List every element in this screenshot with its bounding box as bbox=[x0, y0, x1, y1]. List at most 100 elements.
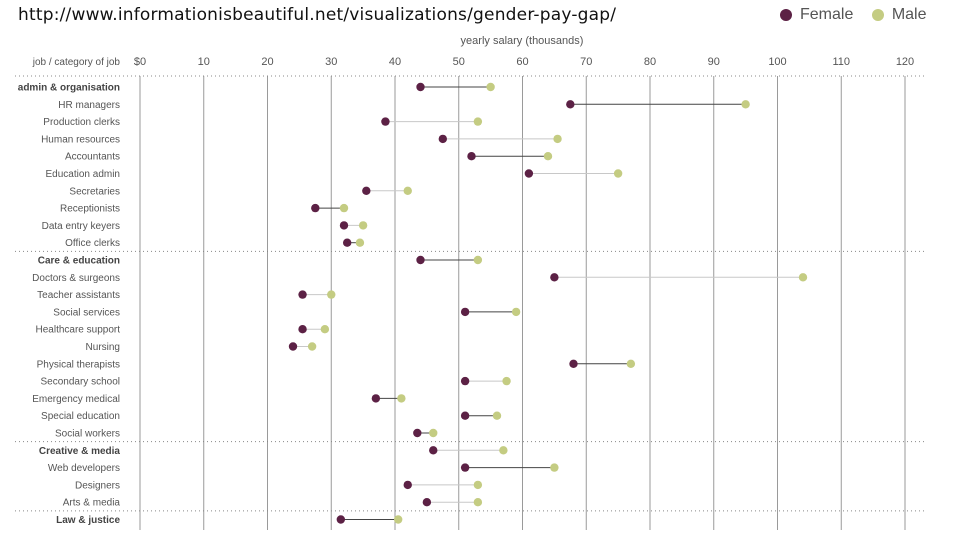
female-dot-8 bbox=[339, 221, 349, 230]
male-dot-7 bbox=[339, 203, 349, 213]
female-dot-4 bbox=[467, 152, 476, 161]
female-dot-3 bbox=[438, 134, 448, 144]
row-label-8: Data entry keyers bbox=[42, 221, 120, 232]
row-label-4: Accountants bbox=[65, 152, 120, 163]
male-dot-19 bbox=[492, 411, 502, 420]
legend-male: Male bbox=[871, 6, 927, 24]
row-label-16: Physical therapists bbox=[37, 359, 120, 370]
male-dot-25 bbox=[393, 515, 403, 524]
row-label-6: Secretaries bbox=[69, 186, 120, 197]
legend-female: Female bbox=[780, 6, 853, 24]
male-dot-10 bbox=[473, 255, 483, 265]
row-label-10: Care & education bbox=[38, 256, 120, 267]
male-dot-11 bbox=[798, 273, 808, 282]
source-url: http://www.informationisbeautiful.net/vi… bbox=[18, 5, 617, 25]
x-tick-label-9: 90 bbox=[708, 56, 720, 68]
male-dot-9 bbox=[355, 238, 365, 247]
female-dot-23 bbox=[403, 480, 412, 490]
female-dot-19 bbox=[460, 411, 470, 420]
x-tick-label-4: 40 bbox=[389, 56, 401, 68]
row-label-7: Receptionists bbox=[60, 204, 120, 215]
x-tick-label-3: 30 bbox=[325, 56, 337, 68]
female-dot-5 bbox=[524, 169, 534, 178]
female-dot-20 bbox=[413, 428, 422, 438]
female-dot-17 bbox=[460, 376, 470, 386]
male-dot-16 bbox=[626, 359, 636, 368]
male-dot-3 bbox=[553, 134, 562, 144]
row-label-18: Emergency medical bbox=[32, 394, 120, 405]
row-label-24: Arts & media bbox=[63, 498, 121, 509]
female-dot-16 bbox=[569, 359, 578, 368]
male-dot-4 bbox=[543, 152, 553, 161]
row-label-1: HR managers bbox=[58, 100, 120, 111]
x-tick-label-12: 120 bbox=[896, 56, 914, 68]
x-tick-label-2: 20 bbox=[261, 56, 273, 68]
male-dot-0 bbox=[486, 82, 495, 92]
male-dot-6 bbox=[403, 186, 412, 195]
row-label-23: Designers bbox=[75, 480, 120, 491]
x-tick-label-0: $0 bbox=[134, 56, 146, 68]
row-label-3: Human resources bbox=[41, 134, 120, 145]
male-dot-22 bbox=[550, 463, 559, 472]
row-label-12: Teacher assistants bbox=[37, 290, 120, 301]
male-dot-21 bbox=[499, 446, 508, 455]
female-dot-18 bbox=[371, 394, 381, 403]
female-dot-7 bbox=[311, 203, 320, 213]
row-label-21: Creative & media bbox=[39, 446, 121, 457]
male-dot-24 bbox=[473, 498, 483, 507]
legend-male-dot bbox=[871, 9, 884, 21]
legend-female-label: Female bbox=[800, 6, 854, 23]
male-dot-8 bbox=[358, 221, 368, 230]
row-label-0: admin & organisation bbox=[18, 83, 120, 94]
female-dot-22 bbox=[460, 463, 470, 472]
legend-male-label: Male bbox=[891, 6, 927, 23]
row-label-19: Special education bbox=[41, 411, 120, 422]
female-dot-6 bbox=[362, 186, 371, 195]
x-tick-label-6: 60 bbox=[516, 56, 528, 68]
female-dot-15 bbox=[288, 342, 298, 351]
row-label-20: Social workers bbox=[55, 429, 120, 440]
male-dot-13 bbox=[511, 307, 521, 317]
male-dot-23 bbox=[473, 480, 483, 490]
male-dot-18 bbox=[397, 394, 406, 403]
y-axis-title: job / category of job bbox=[32, 57, 121, 68]
x-tick-label-8: 80 bbox=[644, 56, 656, 68]
female-dot-2 bbox=[381, 117, 390, 126]
row-label-14: Healthcare support bbox=[36, 325, 121, 336]
female-dot-13 bbox=[460, 307, 470, 317]
female-dot-9 bbox=[342, 238, 352, 247]
x-tick-label-5: 50 bbox=[453, 56, 465, 68]
row-label-15: Nursing bbox=[86, 342, 120, 353]
row-label-11: Doctors & surgeons bbox=[32, 273, 120, 284]
male-dot-5 bbox=[613, 169, 623, 178]
row-label-9: Office clerks bbox=[65, 238, 120, 249]
female-dot-24 bbox=[422, 498, 432, 507]
row-label-2: Production clerks bbox=[43, 117, 120, 128]
female-dot-25 bbox=[336, 515, 346, 524]
row-label-5: Education admin bbox=[46, 169, 121, 180]
legend: Female Male bbox=[780, 6, 941, 26]
x-axis-title: yearly salary (thousands) bbox=[461, 35, 584, 47]
female-dot-11 bbox=[550, 273, 559, 282]
female-dot-12 bbox=[298, 290, 307, 299]
male-dot-2 bbox=[473, 117, 483, 126]
legend-female-dot bbox=[780, 9, 792, 21]
female-dot-14 bbox=[298, 325, 307, 334]
row-label-25: Law & justice bbox=[56, 515, 120, 526]
female-dot-1 bbox=[566, 100, 575, 109]
x-tick-label-11: 110 bbox=[832, 56, 850, 68]
male-dot-1 bbox=[741, 100, 750, 109]
x-tick-label-7: 70 bbox=[580, 56, 592, 68]
x-tick-label-1: 10 bbox=[198, 56, 210, 68]
female-dot-10 bbox=[416, 255, 425, 265]
row-label-13: Social services bbox=[53, 307, 120, 318]
male-dot-15 bbox=[307, 342, 317, 351]
male-dot-17 bbox=[502, 376, 511, 386]
x-tick-label-10: 100 bbox=[768, 56, 786, 68]
male-dot-20 bbox=[429, 428, 438, 438]
male-dot-12 bbox=[327, 290, 336, 299]
row-label-22: Web developers bbox=[48, 463, 120, 474]
female-dot-0 bbox=[416, 82, 425, 92]
male-dot-14 bbox=[320, 325, 330, 334]
